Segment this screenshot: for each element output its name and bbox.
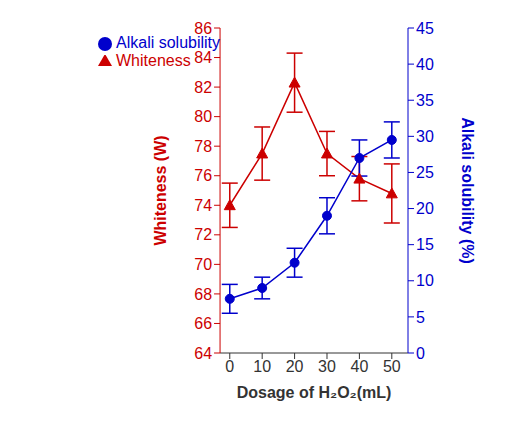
svg-text:40: 40 xyxy=(416,56,434,73)
svg-text:82: 82 xyxy=(194,79,212,96)
svg-text:66: 66 xyxy=(194,315,212,332)
html-text:Alkali solubility: Alkali solubility xyxy=(116,34,220,51)
svg-text:0: 0 xyxy=(225,358,234,375)
svg-text:30: 30 xyxy=(416,128,434,145)
svg-text:20: 20 xyxy=(286,358,304,375)
svg-text:50: 50 xyxy=(383,358,401,375)
svg-text:72: 72 xyxy=(194,226,212,243)
html-text:Whiteness: Whiteness xyxy=(116,52,191,69)
svg-text:70: 70 xyxy=(194,256,212,273)
svg-text:5: 5 xyxy=(416,309,425,326)
svg-text:76: 76 xyxy=(194,167,212,184)
svg-text:68: 68 xyxy=(194,286,212,303)
svg-text:15: 15 xyxy=(416,236,434,253)
svg-text:30: 30 xyxy=(318,358,336,375)
svg-text:25: 25 xyxy=(416,164,434,181)
svg-text:40: 40 xyxy=(350,358,368,375)
svg-text:Alkali solubility (%): Alkali solubility (%) xyxy=(459,117,476,264)
svg-text:Dosage of H₂O₂(mL): Dosage of H₂O₂(mL) xyxy=(237,384,392,401)
svg-text:80: 80 xyxy=(194,108,212,125)
svg-text:0: 0 xyxy=(416,345,425,362)
svg-text:78: 78 xyxy=(194,138,212,155)
svg-text:64: 64 xyxy=(194,345,212,362)
svg-text:45: 45 xyxy=(416,20,434,37)
svg-text:Whiteness (W): Whiteness (W) xyxy=(152,135,169,245)
svg-text:10: 10 xyxy=(253,358,271,375)
svg-text:86: 86 xyxy=(194,20,212,37)
svg-text:35: 35 xyxy=(416,92,434,109)
svg-text:84: 84 xyxy=(194,49,212,66)
svg-text:20: 20 xyxy=(416,200,434,217)
svg-text:74: 74 xyxy=(194,197,212,214)
svg-text:10: 10 xyxy=(416,272,434,289)
